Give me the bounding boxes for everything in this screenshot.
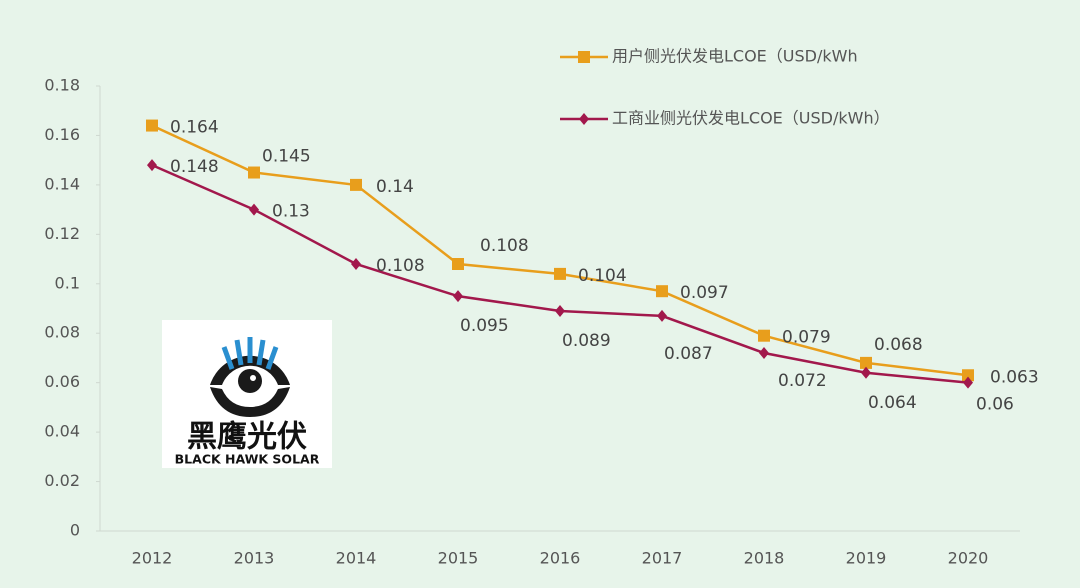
marker	[656, 285, 668, 298]
marker	[759, 347, 769, 359]
y-tick-label: 0.08	[44, 323, 80, 342]
logo-box	[162, 320, 332, 468]
value-label: 0.06	[976, 395, 1014, 415]
value-label: 0.145	[262, 147, 311, 167]
marker	[554, 267, 566, 280]
marker	[453, 290, 463, 303]
x-tick-label: 2013	[234, 549, 275, 568]
value-label: 0.14	[376, 177, 414, 197]
marker	[146, 119, 158, 132]
x-tick-label: 2014	[336, 549, 377, 568]
marker	[351, 258, 361, 270]
value-label: 0.104	[578, 266, 627, 286]
y-tick-label: 0.02	[44, 471, 80, 490]
x-tick-label: 2017	[642, 549, 683, 568]
value-label: 0.063	[990, 367, 1039, 387]
x-tick-label: 2016	[540, 549, 581, 568]
value-label: 0.087	[664, 344, 713, 364]
value-label: 0.148	[170, 157, 219, 177]
marker	[248, 166, 260, 179]
legend-label: 工商业侧光伏发电LCOE（USD/kWh）	[612, 109, 890, 128]
value-label: 0.108	[480, 236, 529, 256]
legend-label: 用户侧光伏发电LCOE（USD/kWh	[612, 47, 858, 66]
logo: 黑鹰光伏 BLACK HAWK SOLAR	[162, 320, 332, 468]
y-tick-label: 0.18	[44, 76, 80, 95]
y-tick-label: 0	[70, 521, 80, 540]
marker	[147, 159, 157, 172]
value-label: 0.089	[562, 331, 611, 351]
marker	[657, 309, 667, 322]
y-tick-label: 0.16	[44, 125, 80, 144]
logo-emblem	[210, 337, 290, 417]
marker	[579, 113, 589, 125]
marker	[350, 178, 362, 191]
value-label: 0.13	[272, 202, 310, 222]
marker	[452, 258, 464, 270]
value-label: 0.108	[376, 256, 425, 276]
marker	[249, 203, 259, 216]
y-tick-label: 0.04	[44, 422, 80, 441]
marker	[861, 366, 871, 379]
y-tick-label: 0.12	[44, 224, 80, 243]
y-tick-label: 0.14	[44, 174, 80, 193]
y-tick-label: 0.06	[44, 372, 80, 391]
value-label: 0.079	[782, 328, 831, 348]
x-tick-label: 2020	[948, 549, 989, 568]
x-tick-label: 2018	[744, 549, 785, 568]
x-tick-label: 2012	[132, 549, 173, 568]
logo-title: 黑鹰光伏	[187, 420, 307, 455]
marker	[962, 369, 974, 382]
value-label: 0.072	[778, 371, 827, 391]
y-tick-label: 0.1	[55, 273, 80, 292]
value-label: 0.064	[868, 393, 917, 413]
x-tick-label: 2019	[846, 549, 887, 568]
marker	[578, 51, 590, 63]
x-tick-label: 2015	[438, 549, 479, 568]
marker	[963, 376, 973, 389]
marker	[758, 329, 770, 342]
value-label: 0.095	[460, 316, 509, 336]
value-label: 0.097	[680, 283, 729, 303]
value-label: 0.164	[170, 118, 219, 138]
logo-subtitle: BLACK HAWK SOLAR	[175, 452, 320, 467]
marker	[860, 356, 872, 369]
value-label: 0.068	[874, 335, 923, 355]
marker	[555, 304, 565, 317]
